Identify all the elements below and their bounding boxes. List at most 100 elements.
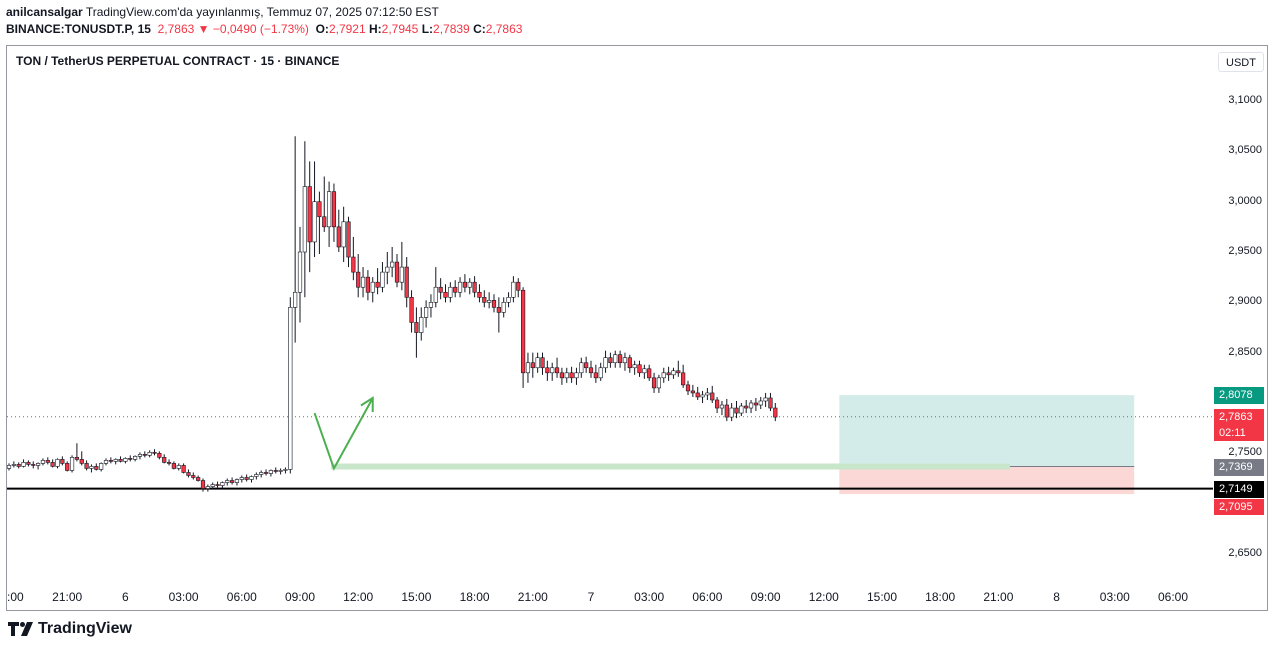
candle [40, 458, 46, 466]
candle [118, 456, 123, 463]
candle [627, 354, 632, 373]
x-tick-label: 7 [587, 590, 595, 604]
candle [399, 241, 404, 291]
candle-body [744, 405, 749, 409]
candle [506, 292, 511, 308]
candle [681, 364, 686, 388]
candle-body [462, 281, 468, 288]
candle-body [283, 469, 288, 471]
candle-body [244, 477, 249, 480]
x-tick-label: 8 [1053, 590, 1060, 604]
candle [540, 352, 545, 375]
candle [647, 364, 652, 381]
candle-body [714, 399, 720, 409]
candle-body [574, 372, 579, 379]
candle [569, 366, 574, 383]
target-price-tag: 2,8078 [1214, 387, 1264, 404]
tradingview-logo[interactable]: TradingView [8, 620, 132, 638]
candle [307, 161, 312, 273]
candle [472, 276, 477, 298]
candle [385, 252, 390, 285]
candle [438, 278, 443, 300]
candle-body [748, 402, 754, 409]
candle-body [491, 300, 497, 308]
candle [113, 458, 118, 465]
candle-body [661, 372, 666, 379]
candle-body [230, 480, 235, 483]
candle-body [457, 281, 463, 293]
candle [584, 356, 589, 373]
candle-body [511, 281, 516, 298]
chart-plot-area[interactable] [7, 46, 1213, 610]
candle [351, 236, 356, 281]
x-tick-label: 12:00 [343, 590, 374, 604]
candle-body [423, 307, 429, 318]
candle [215, 481, 220, 488]
candle [617, 350, 623, 368]
candle [676, 360, 681, 377]
candle [695, 386, 700, 400]
candle [516, 278, 521, 298]
author-name[interactable]: anilcansalgar [6, 5, 83, 19]
open-label: O: [315, 22, 329, 36]
candle-body [758, 400, 763, 406]
candle-body [35, 463, 41, 466]
candle-body [55, 459, 60, 467]
candle-body [690, 390, 695, 394]
candle-body [137, 454, 143, 457]
candle-body [390, 261, 395, 268]
candle-body [380, 271, 385, 288]
candle [147, 450, 152, 458]
open-value: 2,7921 [328, 22, 366, 36]
candle-body [162, 457, 167, 463]
candle-body [133, 456, 138, 460]
candle-body [419, 317, 424, 333]
candle-body [399, 266, 404, 283]
candle [525, 352, 531, 383]
candle-body [322, 216, 327, 228]
candle-body [535, 357, 540, 369]
candle [433, 267, 438, 308]
candle-body [26, 462, 31, 465]
candle-body [608, 357, 613, 364]
candle [443, 284, 448, 303]
candle-body [598, 367, 603, 379]
candle-body [331, 191, 337, 228]
candle-body [724, 404, 729, 418]
candle [254, 472, 259, 480]
candle [739, 403, 744, 417]
candle-body [530, 362, 535, 369]
candle [103, 458, 109, 466]
currency-button[interactable]: USDT [1218, 52, 1264, 72]
candle [758, 396, 763, 410]
candle-body [7, 465, 12, 469]
candle-body [181, 465, 186, 473]
candle [60, 456, 65, 466]
x-tick-label: 21:00 [983, 590, 1014, 604]
candle-body [428, 302, 434, 308]
candle-body [487, 300, 492, 303]
candle-body [365, 276, 371, 293]
candle-body [118, 459, 123, 462]
candle-body [123, 458, 128, 462]
candle-body [16, 464, 21, 467]
candle [50, 459, 55, 468]
tradingview-logo-icon [8, 622, 33, 636]
candle [710, 385, 715, 403]
candle-body [394, 261, 400, 283]
candle [724, 398, 729, 422]
candle-body [656, 377, 661, 389]
candle [729, 403, 734, 422]
chart-frame [6, 45, 1268, 611]
candle [603, 350, 608, 373]
candle [453, 280, 458, 298]
candle-body [239, 477, 244, 480]
candle [511, 276, 516, 303]
candle [651, 372, 657, 393]
candle [152, 449, 157, 456]
candle-body [453, 286, 458, 293]
x-tick-label: 03:00 [1099, 590, 1130, 604]
x-tick-label: 15:00 [401, 590, 432, 604]
candle [123, 457, 128, 464]
candle [142, 451, 147, 458]
